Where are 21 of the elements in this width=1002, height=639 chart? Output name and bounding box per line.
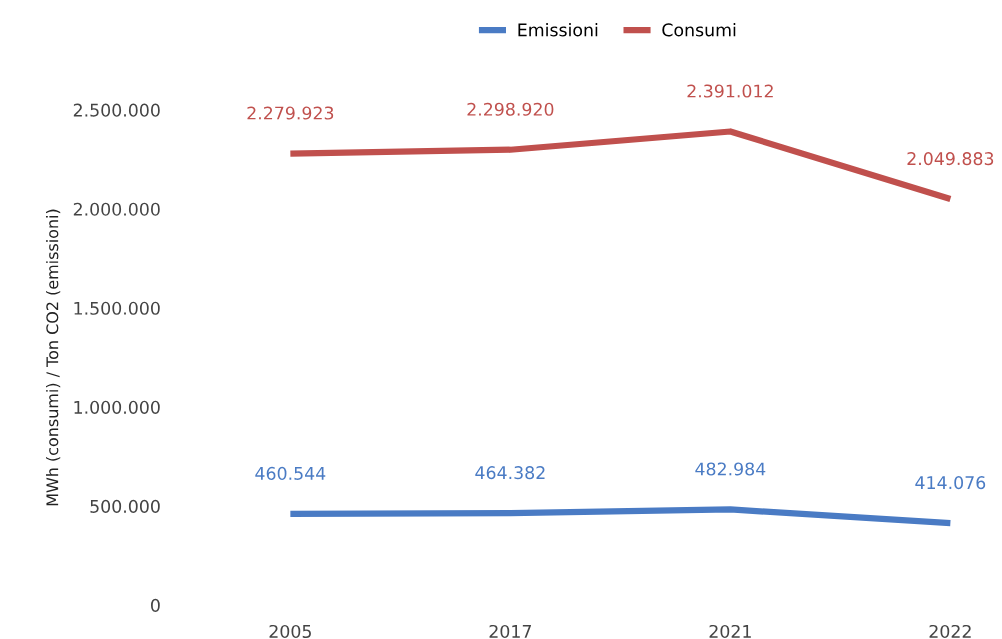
data-label: 460.544 <box>255 466 326 480</box>
x-tick-label: 2017 <box>489 624 531 639</box>
y-tick-label: 2.500.000 <box>73 103 160 117</box>
y-tick-label: 0 <box>151 598 160 612</box>
data-label: 464.382 <box>475 466 545 480</box>
x-tick-label: 2022 <box>929 624 971 639</box>
data-label: 2.298.920 <box>467 102 554 116</box>
x-tick-label: 2005 <box>269 624 311 639</box>
y-tick-label: 1.500.000 <box>74 301 160 315</box>
y-tick-label: 1.000.000 <box>74 400 160 414</box>
data-label: 482.984 <box>695 462 766 476</box>
y-tick-label: 500.000 <box>90 499 160 513</box>
legend-label: Consumi <box>662 23 736 37</box>
data-label: 2.279.923 <box>247 106 334 120</box>
y-axis-title: MWh (consumi) / Ton CO2 (emissioni) <box>45 209 61 506</box>
legend-label: Emissioni <box>518 23 598 37</box>
data-label: 414.076 <box>915 476 986 490</box>
data-label: 2.391.012 <box>687 84 773 98</box>
data-label: 2.049.883 <box>907 152 994 166</box>
y-tick-label: 2.000.000 <box>73 202 160 216</box>
x-tick-label: 2021 <box>709 624 751 639</box>
